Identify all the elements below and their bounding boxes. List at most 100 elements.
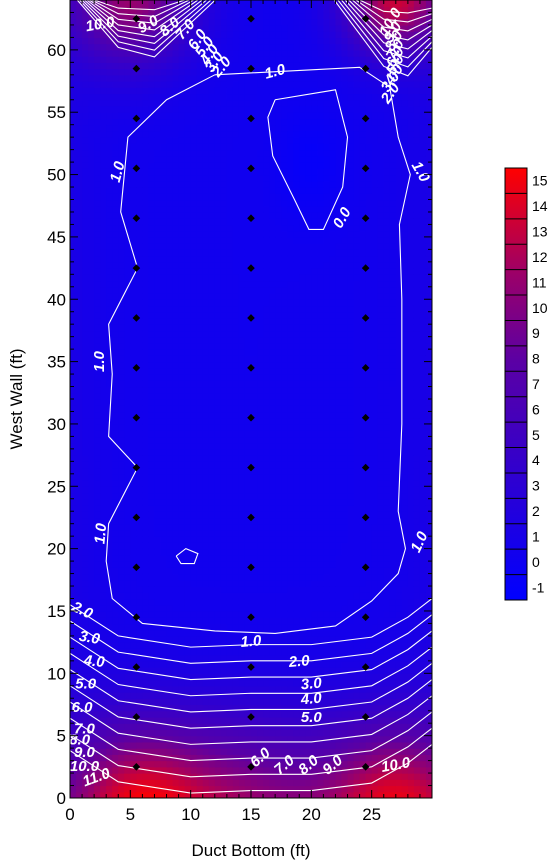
measurement-point: [361, 663, 370, 671]
measurement-point: [247, 513, 255, 522]
x-tick-label: 10: [181, 805, 200, 824]
colorbar-label: 9: [532, 325, 540, 341]
measurement-point: [247, 114, 255, 123]
y-tick-label: 25: [47, 477, 66, 496]
measurement-points: [132, 14, 370, 771]
contour-label: 5.0: [301, 709, 323, 726]
measurement-point: [361, 463, 370, 472]
y-tick-label: 15: [47, 602, 66, 621]
colorbar-label: 15: [532, 173, 548, 189]
contour-line: [81, 0, 207, 44]
colorbar-label: 8: [532, 351, 540, 367]
x-axis-title: Duct Bottom (ft): [191, 841, 310, 860]
axis-ticks: 0 5 10 15 20 25 0 5 10 15 20 25 30 35 40 45 50 55 60: [47, 0, 433, 824]
x-tick-label: 15: [242, 805, 261, 824]
measurement-point: [361, 114, 370, 123]
y-tick-label: 40: [47, 290, 66, 309]
contour-line: [175, 547, 199, 565]
measurement-point: [132, 613, 141, 622]
x-tick-label: 20: [302, 805, 321, 824]
measurement-point: [361, 364, 370, 372]
measurement-point: [247, 264, 255, 272]
colorbar-label: 11: [532, 274, 547, 290]
contour-line: [70, 711, 432, 762]
contour-line: [105, 66, 411, 634]
colorbar-label: 5: [532, 427, 540, 443]
measurement-point: [132, 663, 141, 671]
measurement-point: [247, 713, 255, 721]
colorbar-label: 13: [532, 224, 548, 240]
contour-line: [70, 727, 432, 778]
contour-line: [352, 0, 432, 32]
contour-label: 1.0: [91, 351, 108, 373]
y-tick-label: 45: [47, 228, 66, 247]
measurement-point: [132, 513, 141, 522]
y-axis-title: West Wall (ft): [7, 348, 26, 449]
colorbar-label: 14: [532, 198, 548, 214]
contour-label: 10.0: [380, 754, 412, 776]
measurement-point: [132, 114, 141, 123]
colorbar-label: 12: [532, 249, 548, 265]
measurement-point: [247, 314, 255, 322]
y-tick-label: 35: [47, 353, 66, 372]
contour-line: [267, 89, 349, 230]
contour-label: 1.0: [263, 61, 288, 83]
measurement-point: [132, 314, 141, 322]
measurement-point: [132, 214, 141, 223]
measurement-point: [361, 613, 370, 622]
measurement-point: [132, 164, 141, 173]
measurement-point: [361, 763, 370, 771]
y-tick-label: 20: [47, 540, 66, 559]
measurement-point: [247, 663, 255, 671]
measurement-point: [247, 164, 255, 173]
contour-line: [76, 0, 216, 58]
contour-label: 2.0: [287, 652, 311, 671]
measurement-point: [247, 463, 255, 472]
measurement-point: [361, 413, 370, 422]
colorbar-label: 2: [532, 503, 540, 519]
contour-line: [70, 662, 432, 713]
measurement-point: [247, 563, 255, 572]
measurement-point: [247, 413, 255, 422]
measurement-point: [132, 463, 141, 472]
contour-label: 3.0: [300, 675, 323, 694]
contour-line: [70, 695, 432, 745]
colorbar-label: 3: [532, 478, 540, 494]
contour-label: 7.0: [74, 720, 96, 737]
measurement-point: [247, 64, 255, 73]
contour-label: 4.0: [82, 652, 106, 671]
contour-lines: [70, 0, 432, 794]
measurement-point: [247, 14, 255, 23]
contour-line: [341, 0, 432, 59]
measurement-point: [361, 513, 370, 522]
measurement-point: [361, 563, 370, 572]
contour-line: [355, 0, 432, 23]
colorbar-label: 4: [532, 452, 540, 468]
colorbar-label: 6: [532, 401, 540, 417]
contour-line: [70, 614, 432, 664]
colorbar-label: -1: [532, 579, 545, 595]
y-tick-label: 0: [57, 789, 66, 808]
measurement-point: [132, 364, 141, 372]
measurement-point: [361, 713, 370, 721]
measurement-point: [361, 14, 370, 23]
measurement-point: [247, 364, 255, 372]
contour-label: 6.0: [72, 699, 94, 716]
x-tick-label: 0: [65, 805, 74, 824]
measurement-point: [132, 563, 141, 572]
measurement-point: [132, 763, 141, 771]
contour-line: [70, 679, 432, 729]
measurement-point: [361, 264, 370, 272]
measurement-point: [132, 14, 141, 23]
y-tick-label: 5: [57, 727, 66, 746]
contour-label: 10.0: [70, 758, 100, 775]
contour-line: [79, 0, 212, 51]
x-tick-label: 5: [126, 805, 135, 824]
y-tick-label: 50: [47, 166, 66, 185]
measurement-point: [247, 613, 255, 622]
y-tick-label: 60: [47, 41, 66, 60]
contour-line: [70, 646, 432, 697]
contour-line: [333, 0, 432, 77]
colorbar-label: 10: [532, 300, 548, 316]
contour-label: 1.0: [91, 522, 110, 545]
